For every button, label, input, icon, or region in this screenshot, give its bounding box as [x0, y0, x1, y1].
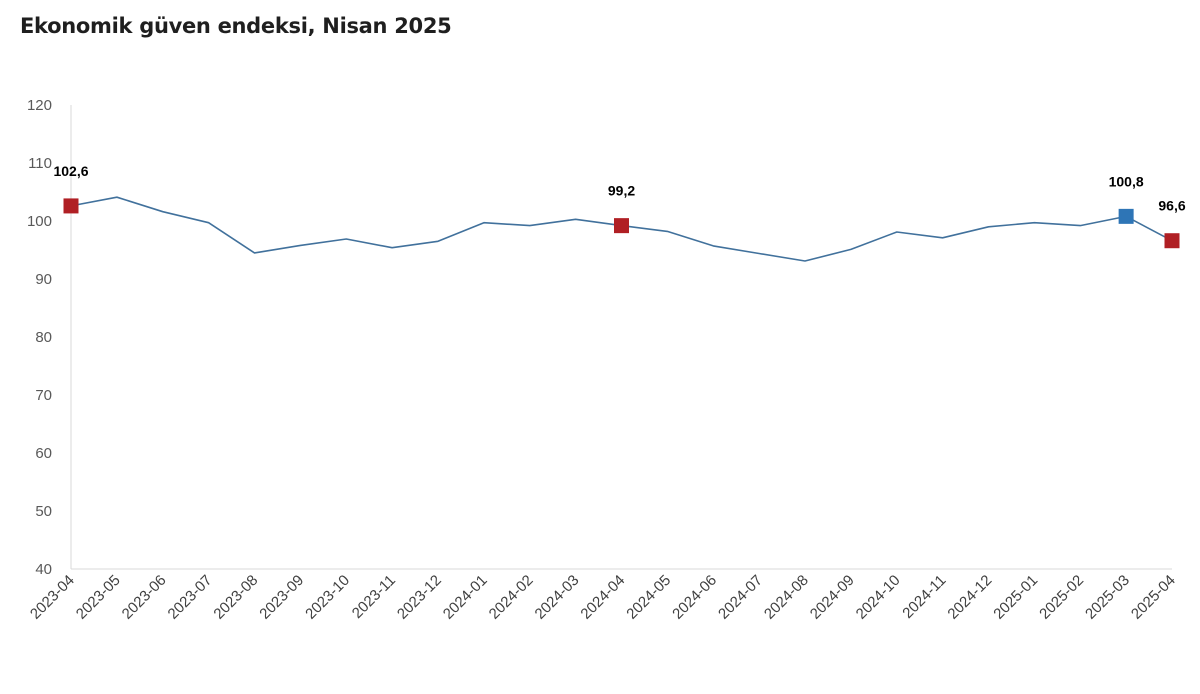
y-tick-label: 70 [35, 387, 52, 404]
x-tick-label: 2024-12 [944, 572, 995, 623]
x-tick-label: 2023-11 [349, 572, 399, 622]
y-tick-label: 110 [28, 155, 52, 172]
x-tick-label: 2025-01 [990, 572, 1041, 623]
y-tick-label: 50 [35, 503, 52, 520]
x-tick-label: 2024-04 [577, 572, 628, 623]
x-tick-label: 2024-02 [486, 572, 537, 623]
x-tick-label: 2024-06 [669, 572, 720, 623]
data-point-marker [1118, 208, 1134, 224]
data-label: 100,8 [1109, 173, 1144, 189]
x-tick-label: 2025-03 [1082, 572, 1133, 623]
x-tick-label: 2023-06 [119, 572, 170, 623]
x-tick-label: 2023-12 [394, 572, 445, 623]
x-tick-label: 2023-10 [302, 572, 353, 623]
y-tick-label: 120 [27, 97, 52, 114]
x-tick-label: 2024-03 [531, 572, 582, 623]
x-tick-label: 2023-09 [256, 572, 307, 623]
data-label: 99,2 [608, 183, 635, 199]
x-tick-label: 2025-04 [1128, 572, 1179, 623]
x-tick-label: 2023-07 [164, 572, 215, 623]
x-tick-label: 2024-05 [623, 572, 674, 623]
x-tick-label: 2024-10 [853, 572, 904, 623]
x-tick-label: 2023-05 [73, 572, 124, 623]
x-tick-label: 2024-11 [899, 572, 949, 622]
chart-title: Ekonomik güven endeksi, Nisan 2025 [20, 14, 452, 38]
data-point-marker [63, 198, 79, 214]
data-label: 102,6 [53, 163, 88, 179]
x-tick-label: 2025-02 [1036, 572, 1087, 623]
x-tick-label: 2024-08 [761, 572, 812, 623]
x-tick-label: 2023-04 [27, 572, 78, 623]
y-tick-label: 40 [35, 561, 52, 578]
x-tick-label: 2023-08 [210, 572, 261, 623]
y-tick-label: 60 [35, 445, 52, 462]
y-tick-label: 80 [35, 329, 52, 346]
x-tick-label: 2024-09 [807, 572, 858, 623]
data-label: 96,6 [1158, 198, 1185, 214]
data-point-marker [614, 218, 629, 234]
y-tick-label: 100 [27, 213, 52, 230]
data-point-marker [1164, 233, 1180, 249]
x-tick-label: 2024-07 [715, 572, 766, 623]
y-tick-label: 90 [35, 271, 52, 288]
x-tick-label: 2024-01 [440, 572, 491, 623]
